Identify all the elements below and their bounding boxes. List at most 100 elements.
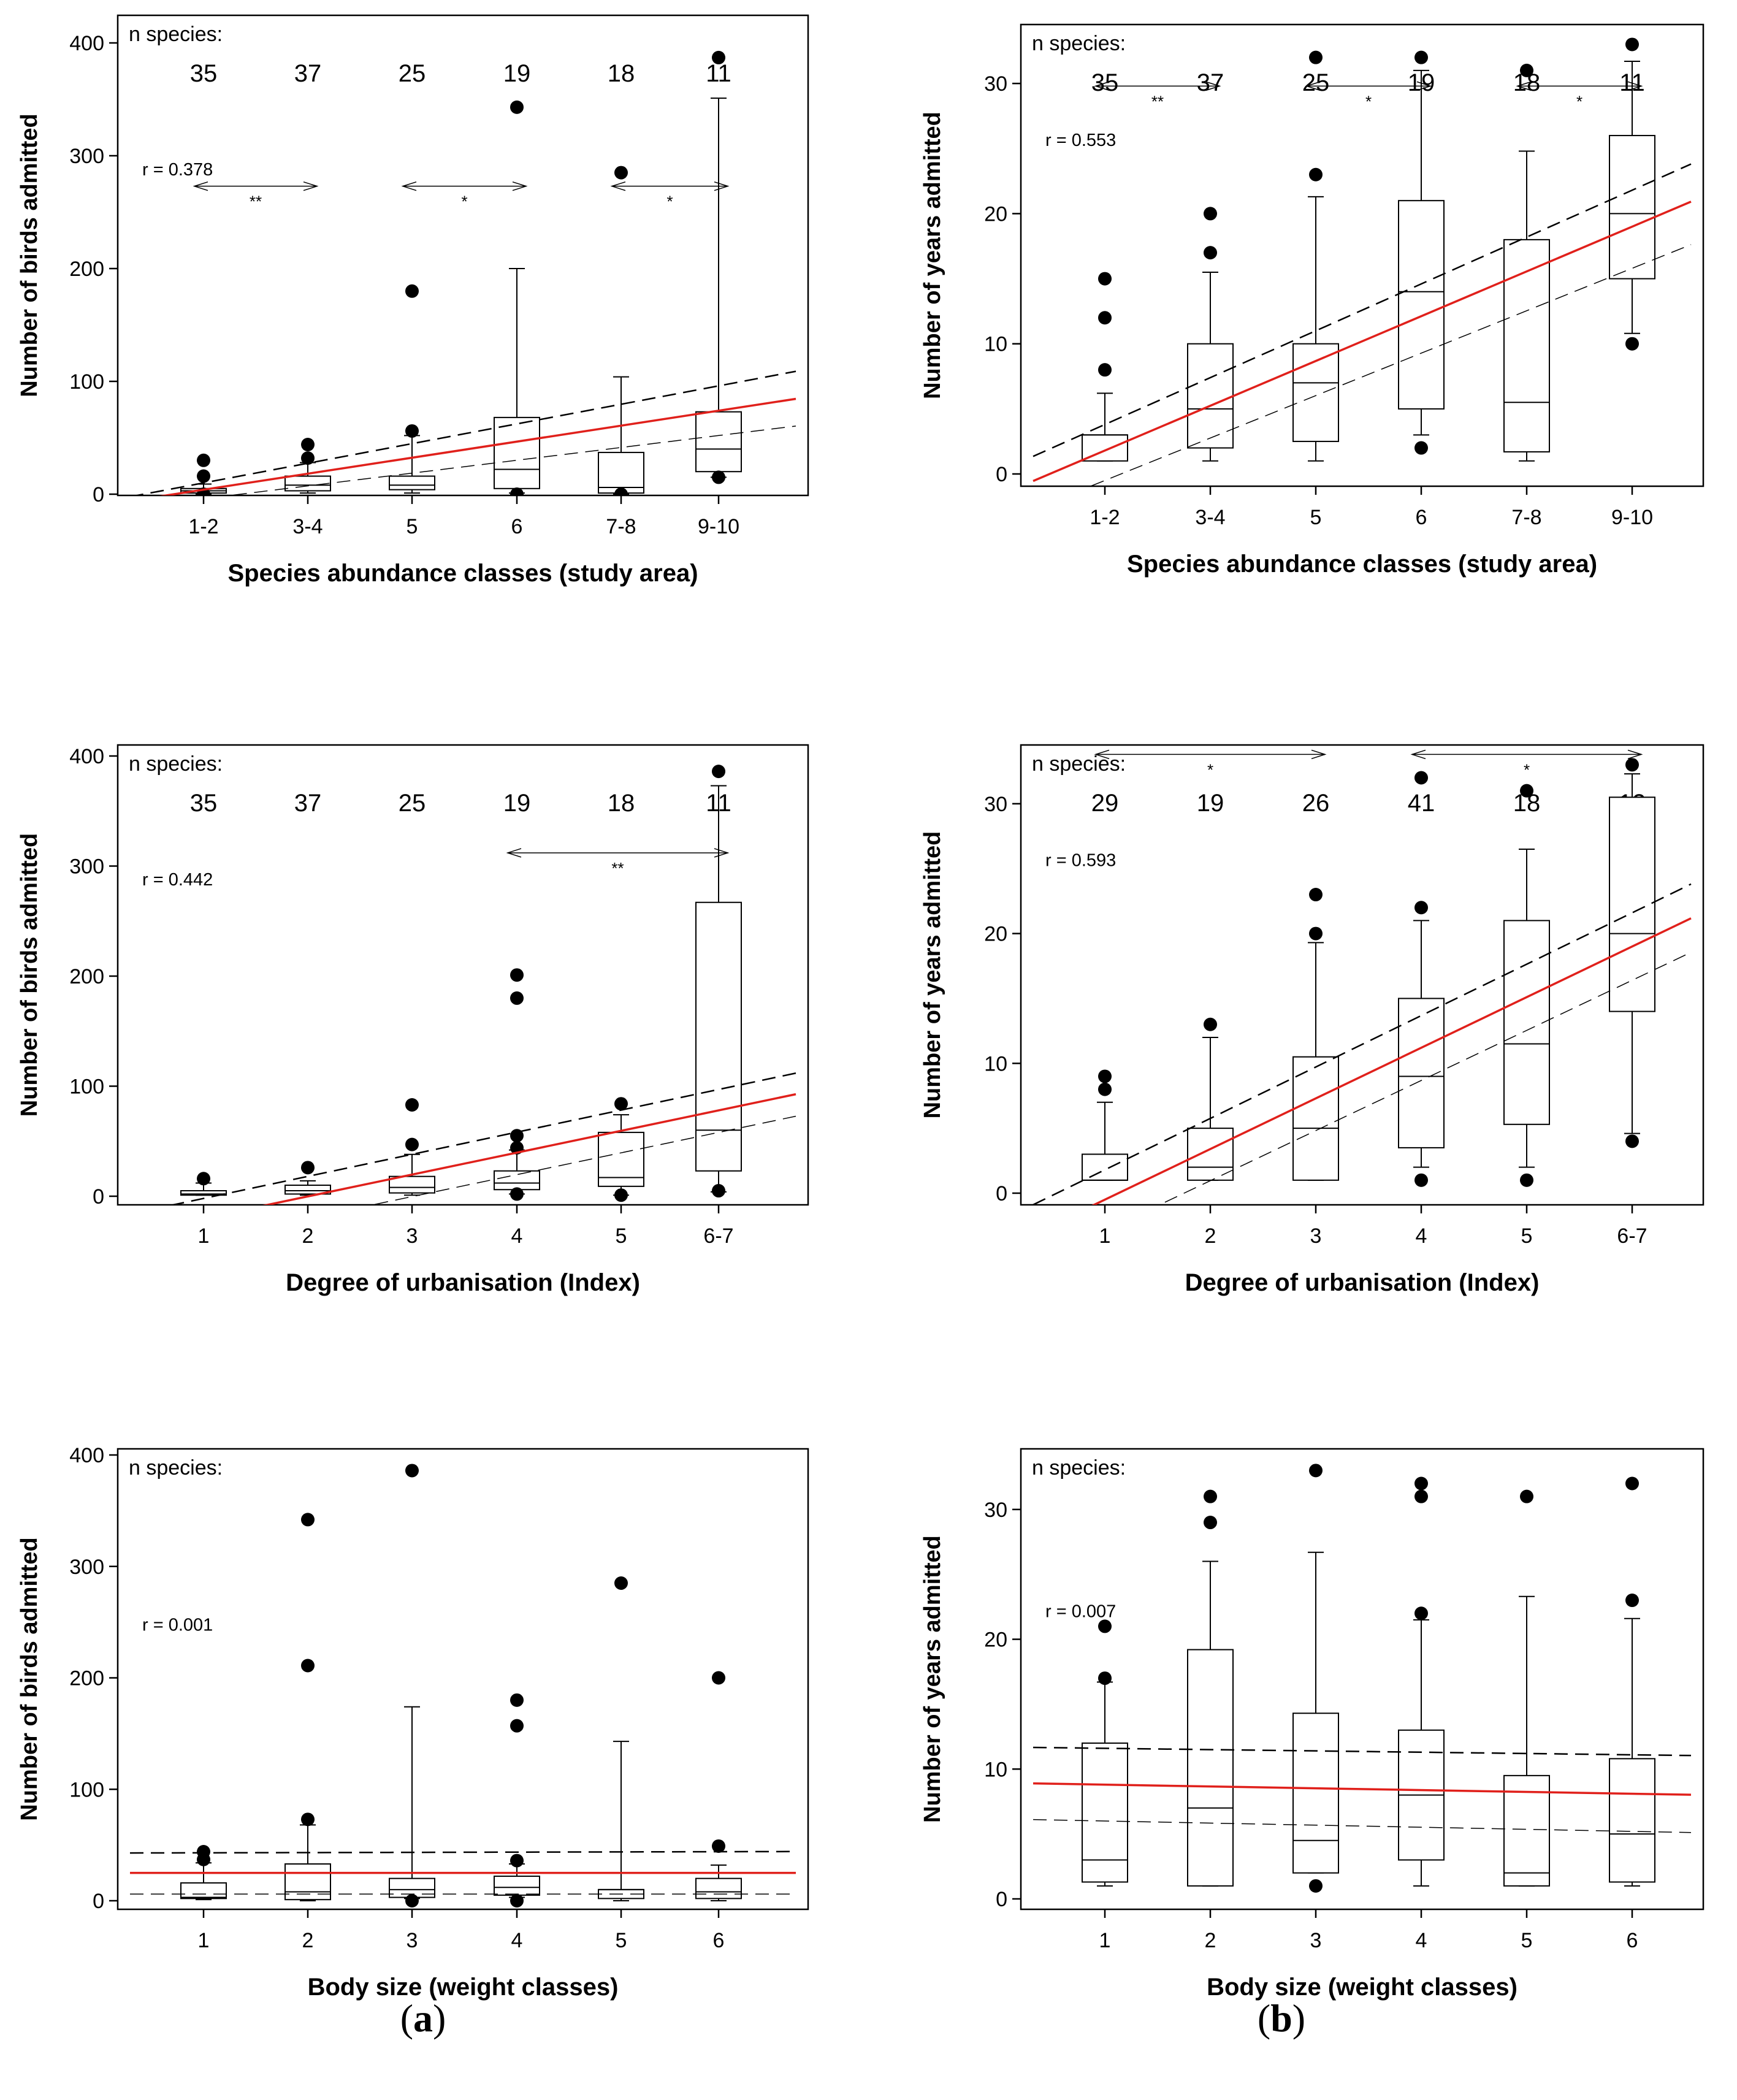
chart4-outlier-point (510, 1693, 524, 1707)
chart2-outlier-point (510, 968, 524, 982)
chart3-n-species-count: 41 (1408, 790, 1435, 817)
chart4-outlier-point (405, 1894, 419, 1907)
chart2-x-tick-label: 2 (302, 1224, 314, 1248)
chart1-outlier-point (1414, 51, 1428, 64)
chart0-box-iqr (494, 418, 540, 489)
chart4-x-tick-label: 6 (713, 1929, 725, 1952)
chart0-outlier-point (405, 424, 419, 438)
chart5-box-iqr (1293, 1713, 1338, 1873)
chart3-x-tick-label: 1 (1099, 1224, 1111, 1248)
chart5-x-tick-label: 1 (1099, 1929, 1111, 1952)
chart0-outlier-point (301, 451, 315, 465)
chart3-outlier-point (1625, 758, 1639, 771)
chart1-outlier-point (1520, 64, 1533, 77)
chart0-n-species-label: n species: (129, 23, 223, 46)
chart5-outlier-point (1414, 1606, 1428, 1620)
chart3-y-tick-label: 30 (984, 793, 1007, 816)
chart1-outlier-point (1204, 207, 1217, 220)
chart5-outlier-point (1625, 1477, 1639, 1491)
chart3-y-tick-label: 20 (984, 923, 1007, 946)
chart2-x-tick-label: 6-7 (703, 1224, 733, 1248)
chart3-y-tick-label: 10 (984, 1052, 1007, 1075)
chart5-outlier-point (1520, 1490, 1533, 1503)
chart5-y-tick-label: 20 (984, 1628, 1007, 1652)
chart5-x-tick-label: 2 (1205, 1929, 1216, 1952)
chart4-x-tick-label: 5 (616, 1929, 627, 1952)
chart2-n-species-label: n species: (129, 752, 223, 776)
chart1-outlier-point (1309, 168, 1323, 181)
chart1-r-value: r = 0.553 (1045, 131, 1116, 150)
chart5-x-tick-label: 6 (1627, 1929, 1638, 1952)
chart2-outlier-point (197, 1172, 210, 1185)
chart3-outlier-point (1309, 888, 1323, 901)
chart2-x-tick-label: 4 (511, 1224, 523, 1248)
chart2-y-tick-label: 0 (93, 1185, 104, 1208)
chart3-outlier-point (1098, 1069, 1112, 1083)
chart2-n-species-count: 18 (608, 790, 635, 817)
chart0-y-axis-title: Number of birds admitted (17, 113, 42, 397)
chart0-outlier-point (197, 454, 210, 467)
chart3-n-species-label: n species: (1032, 752, 1126, 776)
chart5-outlier-point (1204, 1490, 1217, 1503)
chart1-comparison-significance: * (1576, 92, 1582, 110)
chart1-outlier-point (1414, 441, 1428, 455)
chart3-x-tick-label: 4 (1416, 1224, 1427, 1248)
chart5-outlier-point (1098, 1619, 1112, 1633)
chart3-outlier-point (1309, 927, 1323, 941)
chart3-outlier-point (1520, 1174, 1533, 1187)
chart5-outlier-point (1309, 1879, 1323, 1893)
chart2-box-iqr (494, 1171, 540, 1190)
chart1-y-tick-label: 30 (984, 72, 1007, 96)
chart4-box-iqr (181, 1883, 226, 1898)
chart3-outlier-point (1098, 1083, 1112, 1096)
chart3-x-tick-label: 2 (1205, 1224, 1216, 1248)
chart1-outlier-point (1309, 51, 1323, 64)
chart0-outlier-point (301, 438, 315, 451)
chart2-outlier-point (301, 1161, 315, 1174)
chart5-y-tick-label: 10 (984, 1758, 1007, 1781)
chart1-x-tick-label: 3-4 (1195, 506, 1225, 529)
chart0-y-tick-label: 0 (93, 483, 104, 506)
chart1-outlier-point (1204, 246, 1217, 259)
chart0-outlier-point (510, 101, 524, 114)
chart0-outlier-point (712, 470, 725, 484)
chart4-outlier-point (712, 1839, 725, 1853)
chart0-comparison-significance: ** (250, 193, 262, 211)
chart3-n-species-count: 26 (1302, 790, 1330, 817)
chart3-outlier-point (1414, 901, 1428, 914)
chart1-x-tick-label: 6 (1416, 506, 1427, 529)
chart3-box-iqr (1188, 1128, 1233, 1180)
chart4-r-value: r = 0.001 (142, 1615, 213, 1635)
chart5-box-iqr (1082, 1743, 1128, 1882)
chart4-outlier-point (301, 1812, 315, 1826)
chart4-y-tick-label: 0 (93, 1890, 104, 1913)
chart2-y-tick-label: 100 (69, 1075, 104, 1099)
chart4-y-tick-label: 200 (69, 1667, 104, 1690)
chart0-outlier-point (614, 166, 628, 180)
chart2-x-tick-label: 1 (198, 1224, 210, 1248)
chart0-n-species-count: 19 (503, 60, 531, 87)
chart2-n-species-count: 19 (503, 790, 531, 817)
chart3-x-axis-title: Degree of urbanisation (Index) (1185, 1269, 1540, 1296)
chart5-r-value: r = 0.007 (1045, 1602, 1116, 1622)
chart1-y-tick-label: 20 (984, 202, 1007, 226)
chart5-outlier-point (1309, 1464, 1323, 1477)
chart1-outlier-point (1098, 272, 1112, 286)
panel-label-a: (a) (362, 1996, 484, 2041)
chart0-box-iqr (285, 476, 330, 491)
chart0-y-tick-label: 200 (69, 258, 104, 281)
chart5-outlier-point (1625, 1594, 1639, 1607)
chart1-box-iqr (1399, 200, 1444, 409)
chart1-x-axis-title: Species abundance classes (study area) (1127, 551, 1597, 578)
chart3-x-tick-label: 3 (1310, 1224, 1322, 1248)
chart4-y-tick-label: 100 (69, 1778, 104, 1801)
chart4-outlier-point (197, 1845, 210, 1858)
chart0-n-species-count: 37 (294, 60, 322, 87)
chart0-x-tick-label: 5 (407, 515, 418, 538)
chart0-outlier-point (405, 284, 419, 298)
chart0-y-tick-label: 100 (69, 370, 104, 394)
chart2-x-tick-label: 3 (407, 1224, 418, 1248)
chart2-n-species-count: 25 (399, 790, 426, 817)
chart0-x-axis-title: Species abundance classes (study area) (227, 560, 698, 587)
chart4-y-tick-label: 400 (69, 1444, 104, 1467)
